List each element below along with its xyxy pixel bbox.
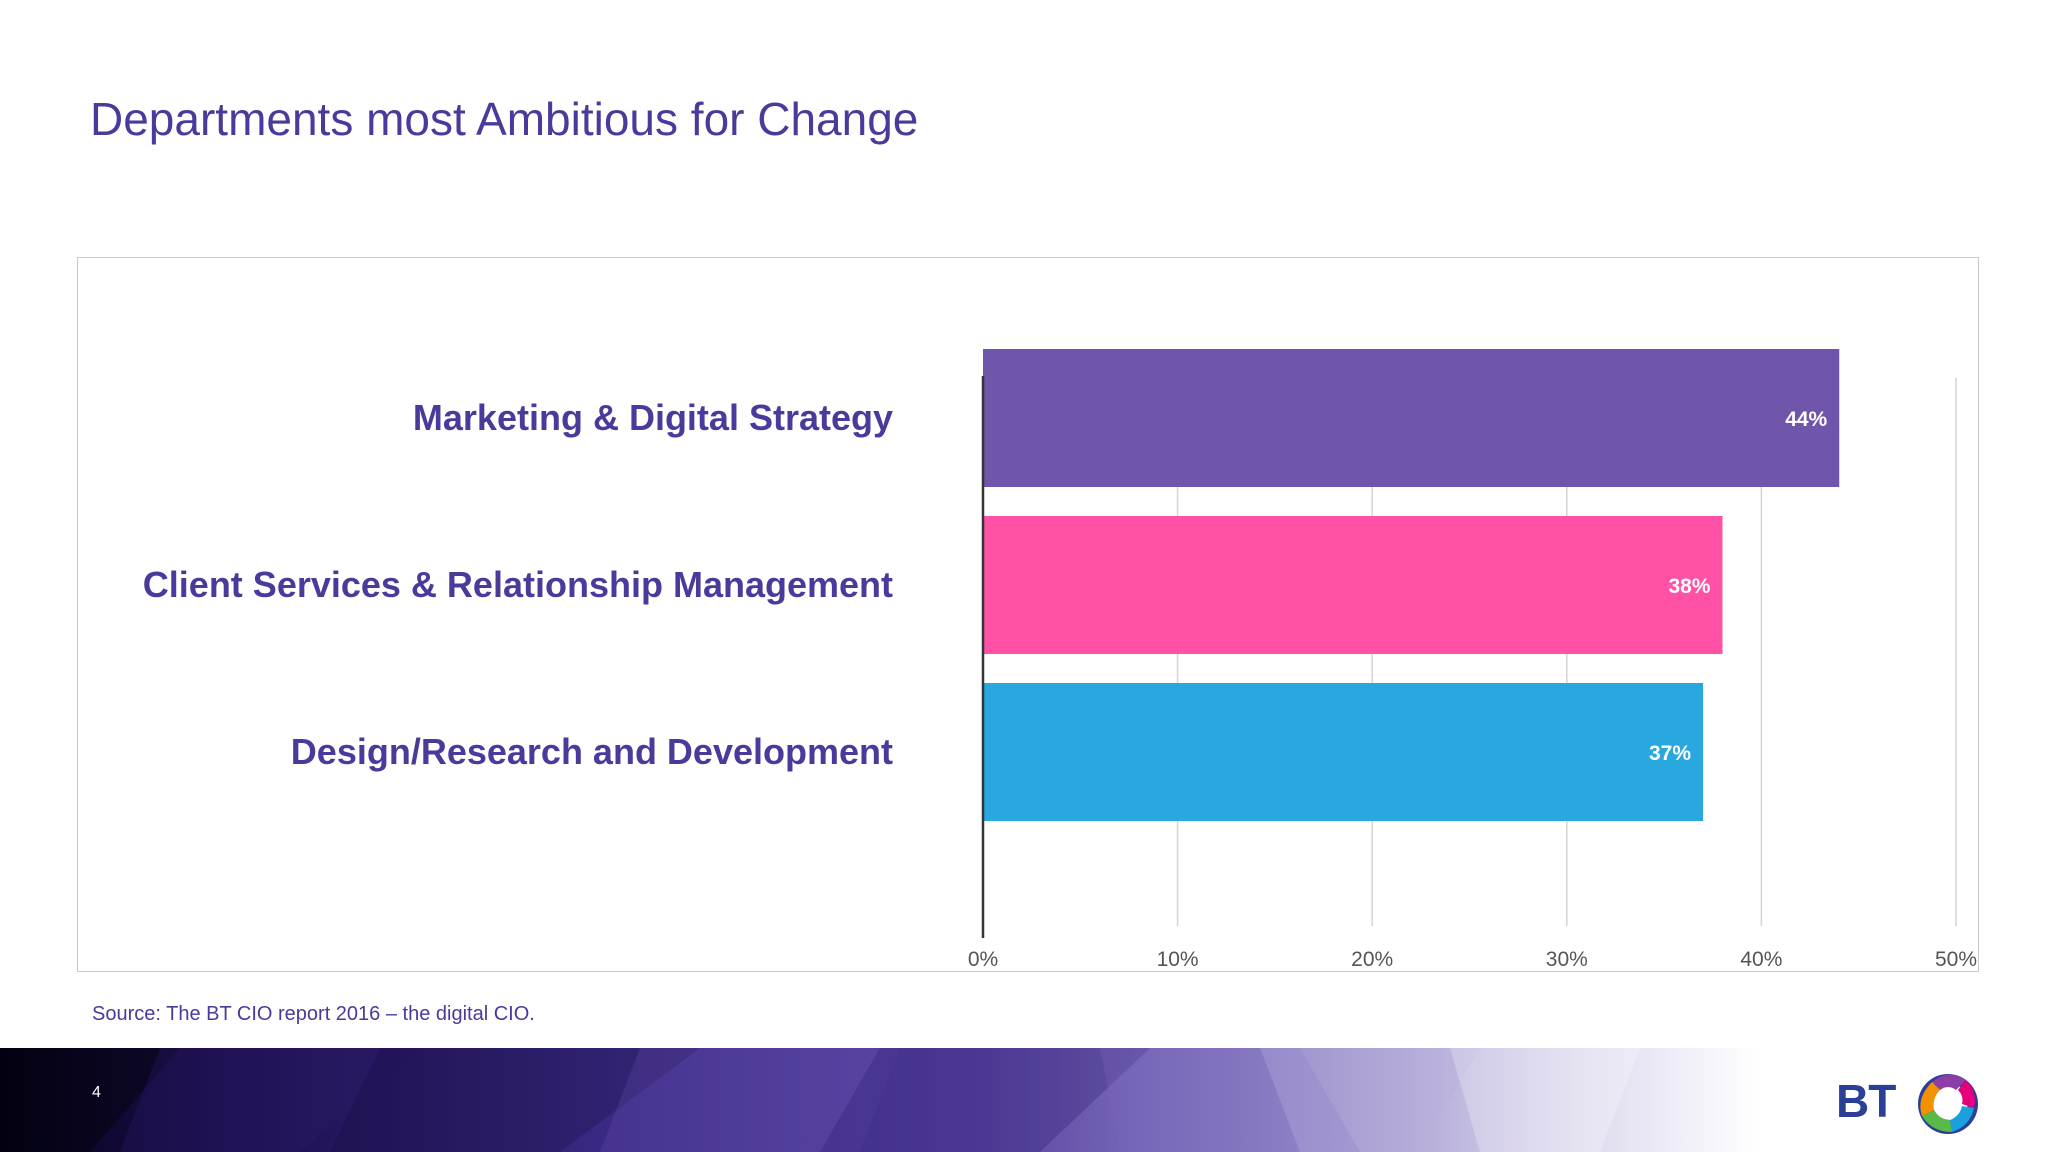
bar-value-label: 37% — [1649, 742, 1691, 765]
bt-logo: BT — [1836, 1064, 1986, 1140]
x-tick-label: 20% — [1351, 948, 1393, 971]
bar-chart: 44% 38% 37% Marketing & Digital Strategy Cl… — [143, 349, 1977, 971]
bt-globe-icon — [1918, 1074, 1978, 1134]
x-tick-label: 50% — [1935, 948, 1977, 971]
bar-value-label: 38% — [1668, 575, 1710, 598]
footer-facets — [0, 1048, 1640, 1152]
x-axis-ticks: 0% 10% 20% 30% 40% 50% — [968, 948, 1977, 971]
bar — [983, 349, 1840, 487]
bars: 44% 38% 37% — [983, 349, 1840, 821]
x-tick-label: 40% — [1740, 948, 1782, 971]
source-note: Source: The BT CIO report 2016 – the dig… — [92, 1003, 535, 1025]
page-number: 4 — [92, 1084, 101, 1101]
bar — [983, 516, 1723, 654]
bar-value-label: 44% — [1785, 408, 1827, 431]
bt-logo-text: BT — [1836, 1075, 1896, 1127]
x-tick-label: 30% — [1546, 948, 1588, 971]
category-label: Client Services & Relationship Managemen… — [143, 564, 893, 605]
slide-title: Departments most Ambitious for Change — [90, 93, 919, 145]
footer-band: 4 BT — [0, 1048, 2048, 1152]
category-label: Marketing & Digital Strategy — [413, 397, 893, 438]
chart-frame: 44% 38% 37% Marketing & Digital Strategy Cl… — [77, 257, 1979, 972]
x-tick-label: 0% — [968, 948, 998, 971]
x-tick-label: 10% — [1157, 948, 1199, 971]
category-label: Design/Research and Development — [291, 731, 893, 772]
category-labels: Marketing & Digital Strategy Client Servi… — [143, 397, 893, 772]
bar — [983, 683, 1704, 821]
